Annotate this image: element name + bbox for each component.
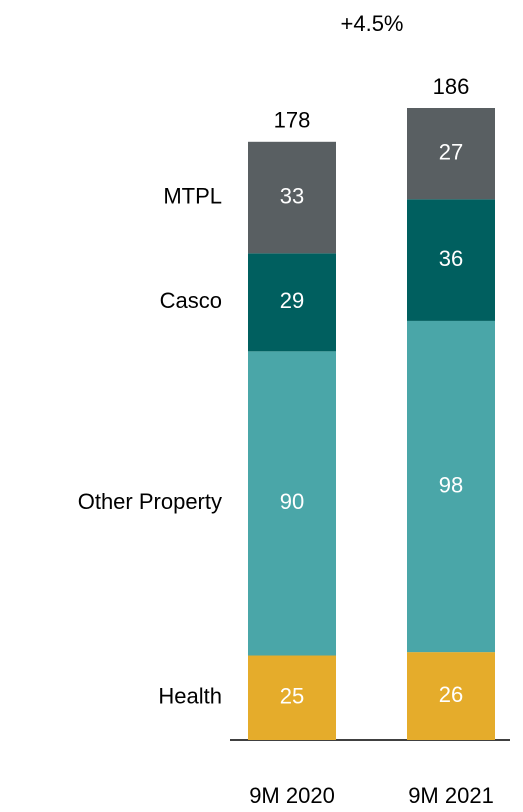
value-label: 25 [280, 684, 304, 709]
value-label: 33 [280, 183, 304, 208]
value-label: 29 [280, 288, 304, 313]
bar-segment [248, 253, 336, 352]
bar-segment [248, 655, 336, 740]
x-tick-label: 9M 2021 [408, 783, 494, 808]
bar-segment [248, 351, 336, 656]
total-label: 186 [433, 74, 470, 99]
value-label: 26 [439, 682, 463, 707]
legend-label: Other Property [78, 489, 222, 514]
legend-label: MTPL [163, 183, 222, 208]
x-tick-label: 9M 2020 [249, 783, 335, 808]
bar-segment [407, 652, 495, 740]
annotation: +4.5% [341, 11, 404, 36]
bar-segment [407, 320, 495, 653]
bar-segment [248, 141, 336, 254]
total-label: 178 [274, 108, 311, 133]
value-label: 90 [280, 489, 304, 514]
legend-label: Casco [160, 288, 222, 313]
value-label: 98 [439, 472, 463, 497]
bar-segment [407, 199, 495, 321]
value-label: 36 [439, 246, 463, 271]
bar-segment [407, 108, 495, 200]
legend-label: Health [158, 684, 222, 709]
value-label: 27 [439, 139, 463, 164]
